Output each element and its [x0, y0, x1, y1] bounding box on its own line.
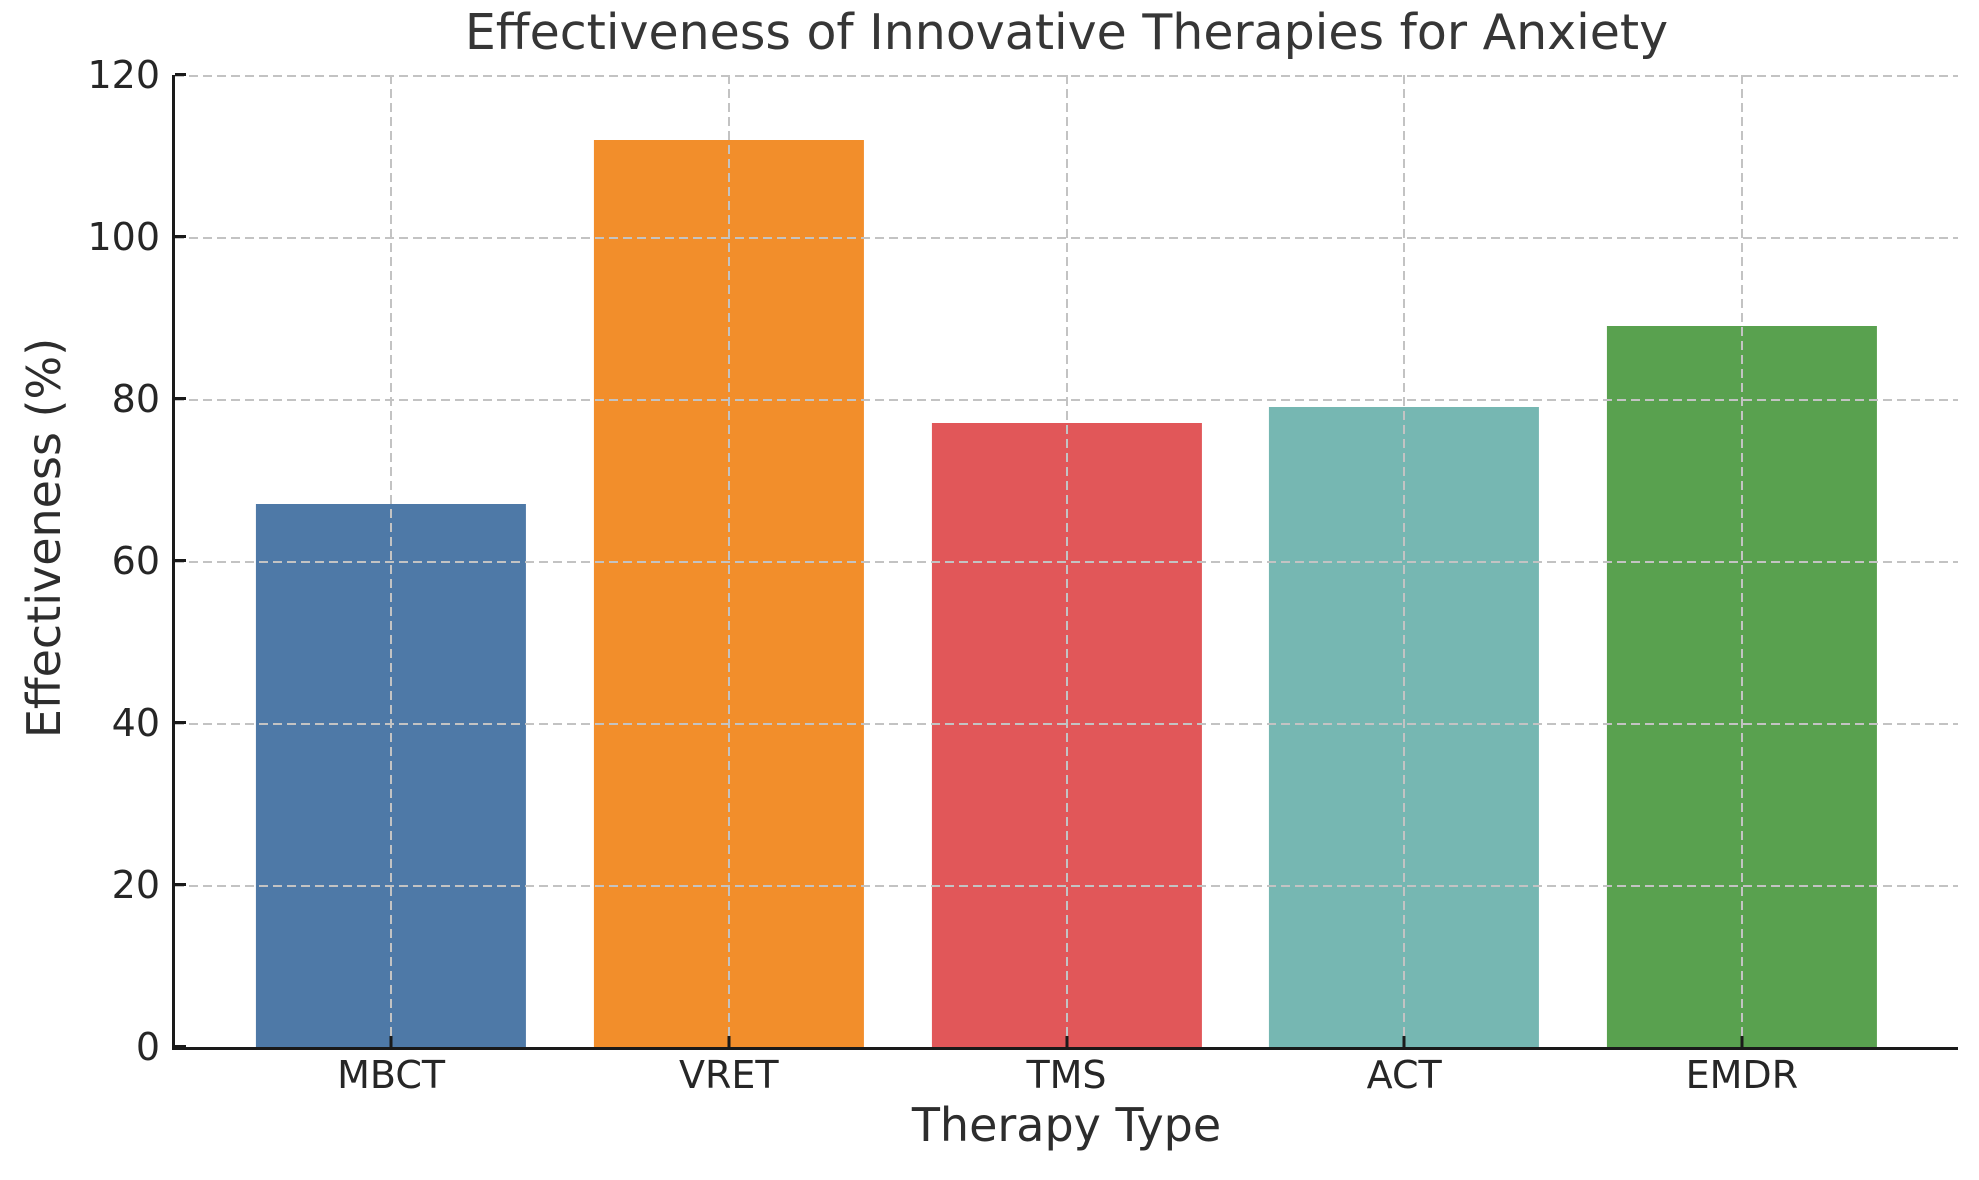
- x-tick-label-act: ACT: [1366, 1053, 1442, 1097]
- y-tick-label-40: 40: [111, 701, 160, 746]
- y-tick-mark-0: [175, 1045, 186, 1048]
- v-gridline-mbct: [390, 75, 393, 1047]
- y-tick-label-60: 60: [111, 539, 160, 583]
- y-tick-label-100: 100: [87, 215, 160, 260]
- y-tick-label-120: 120: [87, 53, 160, 97]
- y-tick-mark-100: [175, 235, 186, 239]
- y-tick-mark-40: [175, 721, 186, 725]
- chart-title: Effectiveness of Innovative Therapies fo…: [464, 4, 1669, 61]
- v-gridline-act: [1403, 75, 1406, 1047]
- x-tick-labels: MBCT VRET TMS ACT EMDR: [175, 1056, 1958, 1106]
- ticks-layer: [175, 73, 1958, 1048]
- v-gridline-tms: [1065, 75, 1068, 1047]
- y-tick-mark-60: [175, 559, 186, 562]
- y-tick-mark-20: [175, 883, 186, 886]
- y-tick-labels: 0 20 40 60 80 100 120: [0, 56, 160, 1066]
- grid-layer: [175, 75, 1958, 1047]
- x-tick-mark-vret: [727, 1036, 731, 1047]
- y-tick-label-80: 80: [111, 377, 160, 421]
- x-tick-mark-emdr: [1740, 1036, 1744, 1047]
- x-axis-label: Therapy Type: [911, 1098, 1222, 1152]
- v-gridline-vret: [727, 75, 730, 1047]
- x-tick-label-vret: VRET: [679, 1053, 779, 1097]
- y-tick-mark-80: [175, 397, 186, 400]
- y-tick-mark-120: [175, 73, 186, 76]
- v-gridline-emdr: [1740, 75, 1743, 1047]
- x-tick-mark-tms: [1065, 1036, 1068, 1047]
- plot-area: [172, 73, 1958, 1050]
- y-tick-label-0: 0: [135, 1025, 160, 1069]
- x-tick-mark-mbct: [389, 1036, 393, 1047]
- y-tick-label-20: 20: [111, 863, 160, 907]
- x-tick-label-emdr: EMDR: [1685, 1053, 1799, 1097]
- x-tick-label-mbct: MBCT: [337, 1053, 446, 1097]
- x-tick-mark-act: [1402, 1036, 1406, 1047]
- x-tick-label-tms: TMS: [1026, 1053, 1107, 1097]
